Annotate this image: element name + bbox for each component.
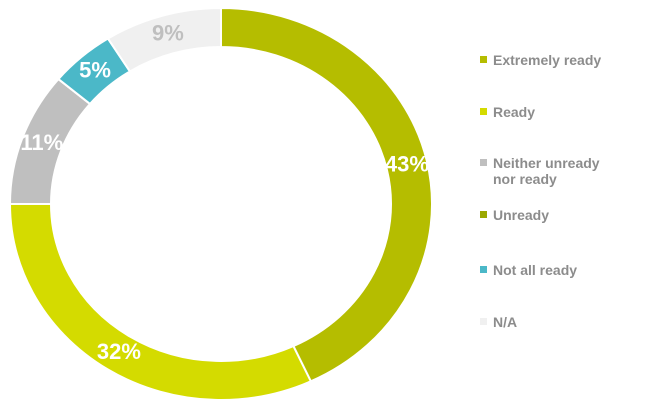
legend-item: Neither unready nor ready: [480, 155, 630, 187]
data-label: 9%: [152, 20, 184, 45]
legend-swatch: [480, 108, 487, 115]
chart: 43% 32% 11% 5% 9%: [8, 6, 433, 401]
data-label: 5%: [79, 57, 111, 82]
legend-swatch: [480, 211, 487, 218]
legend-swatch: [480, 266, 487, 273]
legend-item: Unready: [480, 207, 630, 223]
legend-item: Not all ready: [480, 262, 630, 278]
legend-label: Not all ready: [493, 262, 578, 278]
data-label: 32%: [97, 339, 141, 364]
donut-segment: [220, 6, 433, 383]
legend-swatch: [480, 159, 487, 166]
legend-item: Extremely ready: [480, 52, 630, 68]
legend-label: Unready: [493, 207, 550, 223]
legend-item: N/A: [480, 314, 630, 330]
legend-swatch: [480, 318, 487, 325]
donut-segment: [106, 6, 222, 73]
legend-swatch: [480, 56, 487, 63]
legend-label: N/A: [493, 314, 518, 330]
legend-item: Ready: [480, 104, 630, 120]
legend-label: Neither unready nor ready: [493, 155, 600, 187]
legend-label: Ready: [493, 104, 536, 120]
data-label: 43%: [385, 151, 429, 176]
donut-segment: [8, 203, 313, 401]
legend-label: Extremely ready: [493, 52, 602, 68]
data-label: 11%: [20, 130, 63, 155]
